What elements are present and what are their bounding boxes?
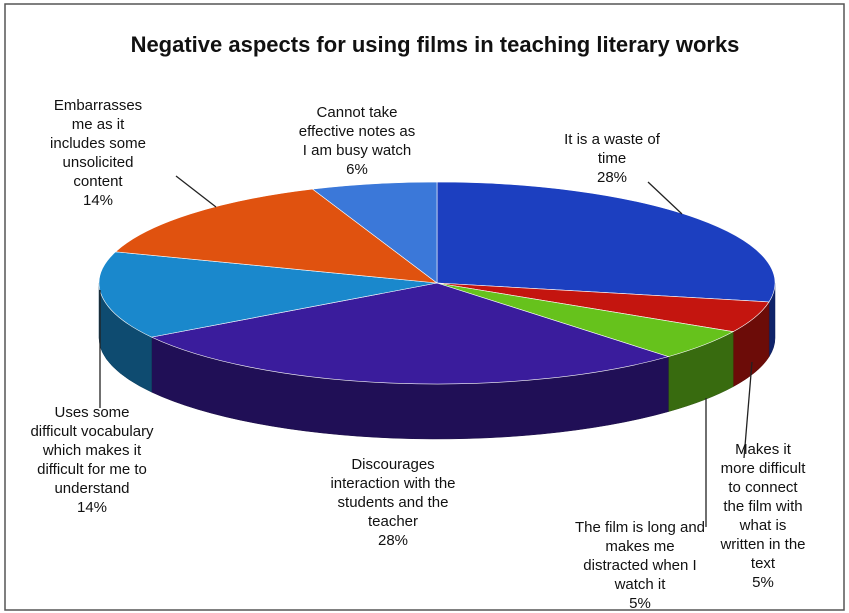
value-label: 5% [752, 574, 774, 591]
category-label: The film is long and makes me distracted… [574, 519, 706, 593]
category-label: Discourages interaction with the student… [330, 456, 456, 530]
value-label: 28% [377, 532, 409, 549]
slice [150, 282, 670, 385]
category-label: Cannot take effective notes as I am busy… [298, 104, 416, 159]
data-label: Uses some difficult vocabulary which mak… [30, 403, 154, 517]
slice [114, 188, 439, 284]
category-label: Uses some difficult vocabulary which mak… [30, 404, 154, 497]
leader-line [743, 361, 753, 459]
leader-line [175, 175, 217, 208]
category-label: It is a waste of time [564, 131, 660, 167]
value-label: 28% [596, 169, 628, 186]
category-label: Embarrasses me as it includes some unsol… [50, 97, 146, 190]
category-label: Makes it more difficult to connect the f… [720, 441, 806, 572]
value-label: 14% [76, 499, 108, 516]
value-label: 6% [346, 161, 368, 178]
data-label: The film is long and makes me distracted… [571, 518, 709, 613]
leader-line [647, 181, 683, 215]
slice [98, 251, 438, 338]
slice [311, 181, 438, 284]
chart-title: Negative aspects for using films in teac… [130, 32, 740, 57]
slice [436, 181, 776, 303]
data-label: It is a waste of time 28% [548, 130, 676, 187]
data-label: Discourages interaction with the student… [327, 455, 459, 550]
data-label: Cannot take effective notes as I am busy… [298, 103, 416, 179]
data-label: Makes it more difficult to connect the f… [717, 440, 809, 592]
value-label: 5% [629, 595, 651, 612]
value-label: 14% [82, 192, 114, 209]
data-label: Embarrasses me as it includes some unsol… [43, 96, 153, 210]
